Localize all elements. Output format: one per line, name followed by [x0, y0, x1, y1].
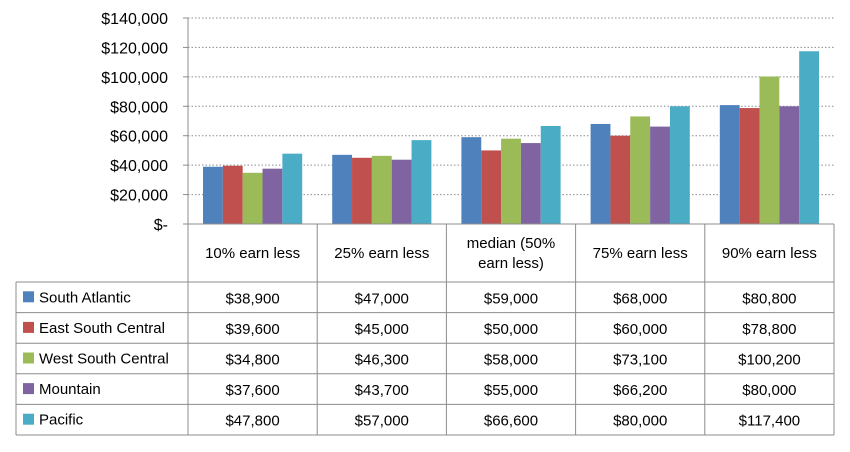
data-cell: $50,000: [484, 321, 538, 338]
legend-swatch: [23, 413, 34, 425]
data-cell: $80,000: [613, 413, 667, 430]
bar: [203, 166, 223, 224]
bar: [222, 165, 243, 224]
bar: [501, 138, 521, 224]
series-name: East South Central: [39, 320, 165, 337]
legend-swatch: [23, 383, 34, 395]
data-cell: $73,100: [613, 352, 667, 369]
data-cell: $58,000: [484, 352, 538, 369]
bar: [799, 51, 819, 224]
bar: [590, 123, 611, 224]
data-cell: $117,400: [739, 413, 800, 430]
category-label: 25% earn less: [334, 245, 429, 262]
category-label: 75% earn less: [593, 245, 688, 262]
bar: [481, 150, 502, 224]
data-cell: $43,700: [355, 382, 409, 399]
data-cell: $38,900: [225, 290, 279, 307]
bar: [779, 106, 800, 224]
data-cell: $68,000: [613, 290, 667, 307]
series-name: Pacific: [39, 412, 84, 429]
y-tick-label: $60,000: [110, 129, 168, 146]
bar: [262, 168, 283, 224]
data-cell: $60,000: [613, 321, 667, 338]
data-cell: $100,200: [738, 352, 801, 369]
bars: [203, 51, 819, 224]
y-tick-label: $140,000: [101, 11, 168, 28]
bar: [630, 116, 651, 224]
data-cell: $66,200: [613, 382, 667, 399]
bar: [242, 172, 263, 224]
series-name: West South Central: [39, 351, 169, 368]
bar: [520, 143, 541, 224]
y-tick-label: $100,000: [101, 70, 168, 87]
data-cell: $59,000: [484, 290, 538, 307]
category-label: 90% earn less: [722, 245, 817, 262]
bar: [759, 76, 780, 224]
category-label: median (50% earn less): [467, 235, 555, 272]
bar: [332, 154, 353, 224]
bar: [352, 157, 372, 224]
data-cell: $34,800: [225, 352, 279, 369]
series-name: South Atlantic: [39, 289, 131, 306]
bar: [739, 108, 760, 224]
data-cell: $37,600: [225, 382, 279, 399]
series-name: Mountain: [39, 381, 101, 398]
bar: [371, 155, 392, 224]
data-cell: $80,800: [742, 290, 796, 307]
y-tick-label: $-: [154, 217, 168, 234]
legend-swatch: [23, 352, 34, 364]
legend-swatch: [23, 321, 34, 333]
data-cell: $39,600: [225, 321, 279, 338]
y-tick-label: $80,000: [110, 99, 168, 116]
bar: [669, 106, 690, 224]
bar: [391, 159, 412, 224]
category-label: 10% earn less: [205, 245, 300, 262]
data-cell: $78,800: [742, 321, 796, 338]
bar: [650, 126, 670, 224]
data-cell: $80,000: [742, 382, 796, 399]
bar: [610, 135, 631, 224]
data-cell: $66,600: [484, 413, 538, 430]
y-axis: $- $20,000 $40,000 $60,000 $80,000 $100,000 $1…: [101, 11, 189, 234]
bar: [719, 105, 740, 224]
data-cell: $45,000: [355, 321, 409, 338]
data-cell: $55,000: [484, 382, 538, 399]
bar: [461, 137, 482, 224]
data-cell: $46,300: [355, 352, 409, 369]
bar: [540, 126, 561, 224]
bar: [411, 140, 432, 224]
y-tick-label: $120,000: [101, 40, 168, 57]
y-tick-label: $20,000: [110, 188, 168, 205]
legend-swatch: [23, 291, 34, 303]
data-cell: $47,800: [225, 413, 279, 430]
data-table: 10% earn less 25% earn less median (50% ear…: [15, 223, 835, 436]
data-cell: $57,000: [355, 413, 409, 430]
bar: [282, 153, 303, 224]
y-tick-label: $40,000: [110, 158, 168, 175]
data-cell: $47,000: [355, 290, 409, 307]
